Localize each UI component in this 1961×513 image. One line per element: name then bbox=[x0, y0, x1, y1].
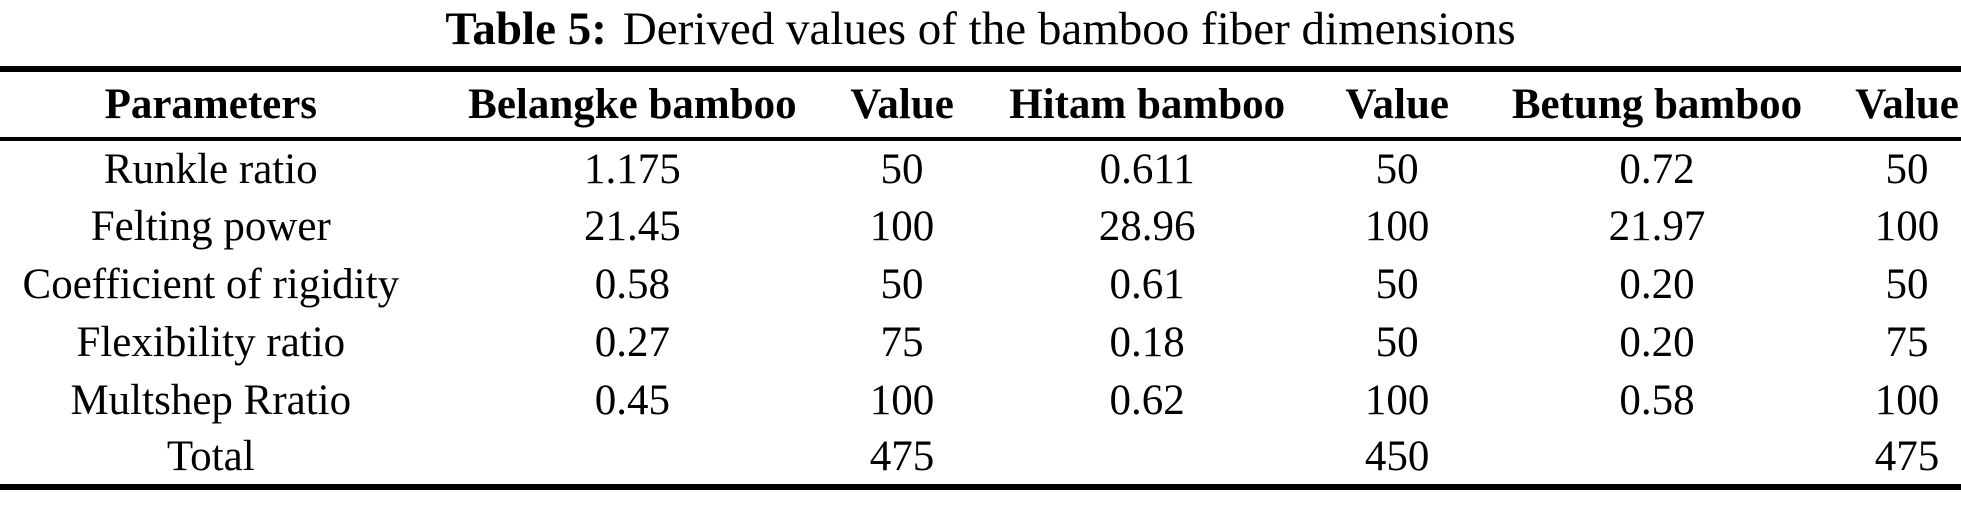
table-row-total: Total 475 450 475 bbox=[0, 429, 1961, 487]
table-cell: 50 bbox=[1885, 260, 1929, 308]
column-header-value-3: Value bbox=[1853, 69, 1961, 141]
table-cell: 50 bbox=[880, 260, 924, 308]
table-cell: 100 bbox=[869, 376, 935, 424]
table-cell: 28.96 bbox=[1098, 202, 1196, 250]
column-header-parameters: Parameters bbox=[0, 69, 422, 141]
table-cell: 75 bbox=[1885, 318, 1929, 366]
table-cell: 0.20 bbox=[1619, 318, 1695, 366]
row-label: Coefficient of rigidity bbox=[22, 260, 400, 308]
table-row-flexibility-ratio: Flexibility ratio 0.27 75 0.18 50 0.20 7… bbox=[0, 313, 1961, 371]
table-cell: 0.18 bbox=[1109, 318, 1185, 366]
row-label: Total bbox=[166, 433, 255, 480]
header-row: Parameters Belangke bamboo Value Hitam b… bbox=[0, 69, 1961, 141]
table-cell bbox=[961, 429, 1334, 487]
table-cell: 0.62 bbox=[1109, 376, 1185, 424]
table-row-runkle-ratio: Runkle ratio 1.175 50 0.611 50 0.72 50 bbox=[0, 139, 1961, 197]
table-cell: 475 bbox=[1874, 433, 1940, 480]
table-row-multshep-rratio: Multshep Rratio 0.45 100 0.62 100 0.58 1… bbox=[0, 371, 1961, 429]
table-cell: 21.97 bbox=[1608, 202, 1706, 250]
table-cell: 0.27 bbox=[594, 318, 671, 366]
table-cell: 100 bbox=[1364, 376, 1430, 424]
table-cell: 100 bbox=[1874, 202, 1940, 250]
column-header-value-2: Value bbox=[1333, 69, 1461, 141]
table-caption: Table 5: Derived values of the bamboo fib… bbox=[0, 0, 1961, 58]
table-cell: 21.45 bbox=[584, 202, 681, 250]
table-row-coefficient-of-rigidity: Coefficient of rigidity 0.58 50 0.61 50 … bbox=[0, 255, 1961, 313]
column-header-hitam-bamboo: Hitam bamboo bbox=[960, 69, 1334, 141]
table-cell: 0.45 bbox=[594, 376, 671, 424]
table-cell: 50 bbox=[880, 145, 924, 193]
table-cell: 0.58 bbox=[1619, 376, 1695, 424]
column-header-value-1: Value bbox=[843, 69, 961, 141]
row-label: Felting power bbox=[90, 202, 331, 250]
table-cell bbox=[1461, 429, 1853, 487]
table-cell: 100 bbox=[1364, 202, 1430, 250]
row-label: Flexibility ratio bbox=[76, 318, 346, 366]
column-header-betung-bamboo: Betung bamboo bbox=[1460, 69, 1854, 141]
table-caption-text: Derived values of the bamboo fiber dimen… bbox=[622, 3, 1516, 55]
table-cell: 0.20 bbox=[1619, 260, 1695, 308]
row-label: Multshep Rratio bbox=[70, 376, 352, 424]
table-cell: 75 bbox=[880, 318, 924, 366]
table-cell: 50 bbox=[1375, 318, 1419, 366]
table-caption-label: Table 5: bbox=[445, 3, 607, 55]
column-header-belangke-bamboo: Belangke bamboo bbox=[421, 69, 844, 141]
table-cell bbox=[422, 429, 844, 487]
table-cell: 50 bbox=[1885, 145, 1929, 193]
table-cell: 100 bbox=[1874, 376, 1940, 424]
table-row-felting-power: Felting power 21.45 100 28.96 100 21.97 … bbox=[0, 197, 1961, 255]
table-cell: 50 bbox=[1375, 260, 1419, 308]
table-cell: 0.58 bbox=[594, 260, 671, 308]
bamboo-fiber-table: Parameters Belangke bamboo Value Hitam b… bbox=[0, 66, 1961, 490]
table-cell: 450 bbox=[1364, 433, 1430, 480]
table-cell: 1.175 bbox=[584, 145, 681, 193]
table-cell: 0.72 bbox=[1619, 145, 1695, 193]
table-cell: 475 bbox=[869, 433, 935, 480]
table-cell: 0.61 bbox=[1109, 260, 1185, 308]
table-cell: 50 bbox=[1375, 145, 1419, 193]
table-cell: 0.611 bbox=[1099, 145, 1195, 193]
row-label: Runkle ratio bbox=[103, 145, 318, 193]
table-cell: 100 bbox=[869, 202, 935, 250]
